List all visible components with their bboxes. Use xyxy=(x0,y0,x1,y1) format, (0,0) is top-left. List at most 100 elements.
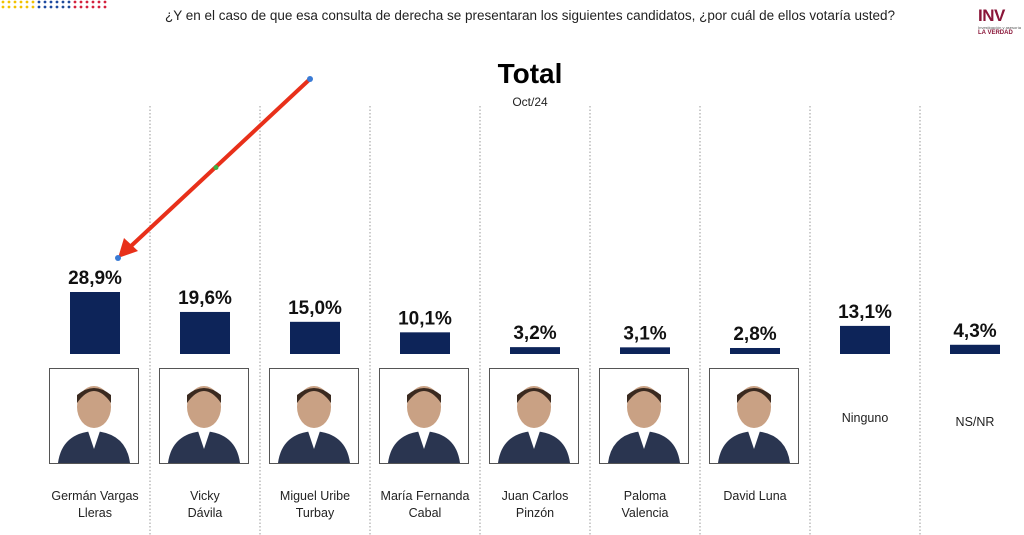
decor-dot xyxy=(85,0,89,4)
decor-dot xyxy=(31,0,35,4)
category-label-line: Ninguno xyxy=(841,411,889,425)
category-label-line: María Fernanda xyxy=(380,489,470,503)
decor-dot xyxy=(1,0,5,4)
candidate-photo xyxy=(709,368,799,464)
candidate-photo xyxy=(599,368,689,464)
decor-dot xyxy=(49,5,53,9)
category-label-2: Miguel Uribe Turbay xyxy=(260,488,370,522)
decor-dot xyxy=(55,0,59,4)
candidate-photo xyxy=(159,368,249,464)
decor-dot xyxy=(31,5,35,9)
bar-5 xyxy=(620,347,670,354)
category-label-line: Lleras xyxy=(77,506,113,520)
pollster-logo: INV Investigación y asesoría LA VERDAD xyxy=(978,6,1024,46)
category-label-line: NS/NR xyxy=(955,415,995,429)
bar-4 xyxy=(510,347,560,354)
category-label-line: Turbay xyxy=(295,506,335,520)
value-label-5: 3,1% xyxy=(623,323,666,344)
candidate-photo xyxy=(489,368,579,464)
value-label-0: 28,9% xyxy=(68,268,122,289)
decor-dot xyxy=(19,0,23,4)
survey-question: ¿Y en el caso de que esa consulta de der… xyxy=(165,8,895,23)
decor-dot xyxy=(55,5,59,9)
logo-slogan: LA VERDAD xyxy=(978,30,1013,36)
person-icon xyxy=(710,369,798,463)
decor-dot xyxy=(97,0,101,4)
decor-dot xyxy=(37,0,41,4)
decor-dot xyxy=(1,5,5,9)
decor-dot xyxy=(43,5,47,9)
decor-dot xyxy=(85,5,89,9)
decor-dot xyxy=(79,0,83,4)
category-label-6: David Luna xyxy=(700,488,810,505)
category-label-5: Paloma Valencia xyxy=(590,488,700,522)
logo-brand: INV xyxy=(978,6,1005,25)
value-label-3: 10,1% xyxy=(398,308,452,329)
value-label-7: 13,1% xyxy=(838,302,892,323)
bar-6 xyxy=(730,347,780,354)
decor-dot xyxy=(19,5,23,9)
category-label-line: Germán Vargas xyxy=(51,489,139,503)
category-label-line: Miguel Uribe xyxy=(279,489,351,503)
category-label-line: Cabal xyxy=(408,506,442,520)
category-label-4: Juan Carlos Pinzón xyxy=(480,488,590,522)
category-label-line: Juan Carlos xyxy=(501,489,569,503)
category-label-3: María Fernanda Cabal xyxy=(370,488,480,522)
bar-2 xyxy=(290,321,340,354)
value-label-1: 19,6% xyxy=(178,288,232,309)
decor-dot xyxy=(7,5,11,9)
logo-tagline: Investigación y asesoría xyxy=(978,25,1021,30)
decor-dot xyxy=(49,0,53,4)
bar-1 xyxy=(180,311,230,354)
annotation-arrow xyxy=(115,76,313,261)
category-label-line: Paloma xyxy=(623,489,667,503)
category-label-line: David Luna xyxy=(723,489,787,503)
bar-3 xyxy=(400,332,450,354)
decor-dot xyxy=(43,0,47,4)
decor-dot xyxy=(103,0,107,4)
value-label-6: 2,8% xyxy=(733,324,776,345)
chart-subtitle: Oct/24 xyxy=(512,95,548,109)
candidate-photo xyxy=(269,368,359,464)
category-label-8: NS/NR xyxy=(920,414,1024,431)
category-label-line: Vicky xyxy=(190,489,220,503)
chart-title: Total xyxy=(497,58,563,89)
decor-dot xyxy=(61,0,65,4)
person-icon xyxy=(600,369,688,463)
category-label-0: Germán Vargas Lleras xyxy=(40,488,150,522)
decor-dot xyxy=(91,0,95,4)
decor-dot xyxy=(7,0,11,4)
decor-dot xyxy=(25,5,29,9)
category-label-7: Ninguno xyxy=(810,410,920,427)
category-label-1: Vicky Dávila xyxy=(150,488,260,522)
category-label-line: Valencia xyxy=(621,506,669,520)
decor-dot xyxy=(73,0,77,4)
decor-dot xyxy=(37,5,41,9)
candidate-photo xyxy=(49,368,139,464)
decor-dot xyxy=(13,0,17,4)
decorative-dots xyxy=(1,0,107,9)
decor-dot xyxy=(103,5,107,9)
decor-dot xyxy=(25,0,29,4)
value-label-2: 15,0% xyxy=(288,298,342,319)
category-label-line: Dávila xyxy=(187,506,223,520)
person-icon xyxy=(380,369,468,463)
decor-dot xyxy=(13,5,17,9)
decor-dot xyxy=(79,5,83,9)
decor-dot xyxy=(91,5,95,9)
value-label-4: 3,2% xyxy=(513,323,556,344)
category-label-line: Pinzón xyxy=(515,506,555,520)
decor-dot xyxy=(73,5,77,9)
value-label-8: 4,3% xyxy=(953,321,996,342)
decor-dot xyxy=(67,5,71,9)
person-icon xyxy=(490,369,578,463)
decor-dot xyxy=(97,5,101,9)
person-icon xyxy=(50,369,138,463)
bar-7 xyxy=(840,325,890,354)
person-icon xyxy=(270,369,358,463)
bar-0 xyxy=(70,292,120,354)
decor-dot xyxy=(67,0,71,4)
decor-dot xyxy=(61,5,65,9)
candidate-photo xyxy=(379,368,469,464)
